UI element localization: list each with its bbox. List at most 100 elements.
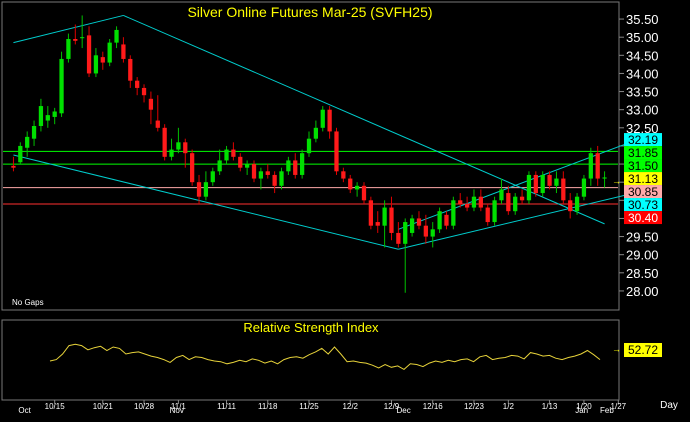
candle (59, 52, 63, 117)
candle-body (32, 126, 36, 139)
price-tag: 32.19 (624, 133, 662, 147)
candle-body (59, 59, 63, 113)
candle (369, 197, 373, 230)
price-tag: 30.40 (624, 211, 662, 225)
date-tick-label: 10/28 (134, 402, 155, 411)
candle-body (321, 110, 325, 128)
candle-body (472, 197, 476, 208)
candle (321, 106, 325, 131)
candle-body (46, 115, 50, 120)
price-tag: 31.85 (624, 146, 662, 160)
price-tag-label: 32.19 (628, 133, 658, 147)
date-tick-label: 10/15 (45, 402, 66, 411)
candle (527, 171, 531, 204)
candle-body (87, 35, 91, 73)
candle-body (451, 200, 455, 225)
candle-body (94, 55, 98, 73)
date-tick-label: 11/18 (258, 402, 278, 411)
candle-body (547, 175, 551, 186)
candle-body (18, 146, 22, 162)
candle-body (190, 153, 194, 182)
price-tick-label: 28.00 (626, 284, 659, 299)
candle-body (176, 142, 180, 149)
candle-body (252, 164, 256, 179)
price-tick-label: 33.00 (626, 103, 659, 118)
candle-body (465, 204, 469, 208)
candle-body (156, 121, 160, 128)
candle-body (327, 110, 331, 132)
candle-body (128, 59, 132, 81)
candle (451, 197, 455, 230)
month-label: Oct (18, 406, 31, 415)
price-tick-label: 34.50 (626, 48, 659, 63)
candle-body (527, 175, 531, 200)
price-tick-label: 29.50 (626, 230, 659, 245)
date-tick-label: 12/16 (423, 402, 444, 411)
candle-body (231, 150, 235, 157)
price-tick-label: 33.50 (626, 85, 659, 100)
date-tick-label: 1/2 (503, 402, 515, 411)
price-tick-label: 29.00 (626, 248, 659, 263)
candle-body (279, 171, 283, 186)
candle-body (142, 88, 146, 95)
price-tick-label: 34.00 (626, 66, 659, 81)
period-label[interactable]: Day (660, 400, 678, 411)
candle-body (376, 222, 380, 226)
candle-body (259, 171, 263, 178)
month-label: Nov (170, 406, 184, 415)
no-gaps-note: No Gaps (12, 298, 44, 307)
candle (582, 175, 586, 200)
candle-body (149, 99, 153, 110)
rsi-value-label: 52.72 (628, 343, 658, 357)
candle-body (334, 131, 338, 171)
candle-body (66, 39, 70, 59)
candle-body (437, 211, 441, 229)
candle-body (224, 150, 228, 161)
candle-body (602, 177, 606, 178)
candle-body (121, 44, 125, 59)
candle-body (458, 200, 462, 204)
candle-body (389, 208, 393, 233)
month-label: Dec (396, 406, 410, 415)
candle-body (273, 175, 277, 186)
candle (334, 128, 338, 175)
date-tick-label: 12/23 (464, 402, 485, 411)
price-tick-label: 35.50 (626, 12, 659, 27)
price-tag-label: 31.50 (628, 159, 658, 173)
date-tick-label: 12/2 (342, 402, 358, 411)
candle-body (486, 208, 490, 223)
candle-body (169, 150, 173, 157)
candle-body (293, 160, 297, 175)
price-tag: 31.50 (624, 159, 662, 173)
date-tick-label: 10/21 (93, 402, 114, 411)
candle-body (286, 160, 290, 171)
candle-body (479, 197, 483, 208)
candle-body (245, 164, 249, 168)
candle-body (211, 171, 215, 182)
candle-body (596, 153, 600, 178)
candle-body (403, 222, 407, 244)
candle-body (369, 200, 373, 225)
candle-body (348, 179, 352, 190)
month-label: Feb (600, 406, 614, 415)
candle-body (568, 200, 572, 211)
chart-title: Silver Online Futures Mar-25 (SVFH25) (187, 4, 432, 20)
candle (541, 171, 545, 196)
price-tick-label: 35.00 (626, 30, 659, 45)
candle-body (266, 171, 270, 175)
date-tick-label: 11/25 (299, 402, 319, 411)
candle-body (431, 229, 435, 236)
price-tag: 31.13 (624, 172, 662, 186)
candle-body (11, 166, 15, 168)
candle-body (410, 218, 414, 233)
candle-body (73, 39, 77, 41)
candle (190, 150, 194, 186)
candle (492, 197, 496, 226)
candle (108, 39, 112, 66)
candle-body (582, 179, 586, 197)
candle-body (101, 57, 105, 62)
candle-body (135, 81, 139, 88)
